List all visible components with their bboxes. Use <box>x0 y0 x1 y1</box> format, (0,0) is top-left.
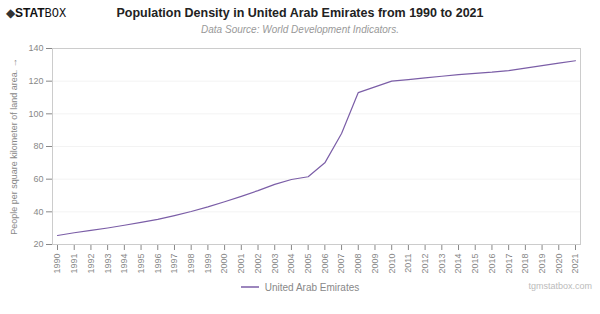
svg-text:2017: 2017 <box>504 254 514 274</box>
svg-text:2014: 2014 <box>453 254 463 274</box>
svg-text:2008: 2008 <box>353 254 363 274</box>
svg-text:120: 120 <box>28 76 43 86</box>
svg-text:2006: 2006 <box>320 254 330 274</box>
svg-text:2010: 2010 <box>387 254 397 274</box>
svg-text:2012: 2012 <box>420 254 430 274</box>
html-text:Data Source: World Development: Data Source: World Development Indicator… <box>201 24 399 35</box>
svg-text:2021: 2021 <box>570 254 580 274</box>
svg-text:1996: 1996 <box>153 254 163 274</box>
svg-text:2018: 2018 <box>520 254 530 274</box>
svg-text:100: 100 <box>28 109 43 119</box>
svg-text:1992: 1992 <box>86 254 96 274</box>
svg-text:2020: 2020 <box>554 254 564 274</box>
svg-text:2003: 2003 <box>270 254 280 274</box>
svg-text:2005: 2005 <box>303 254 313 274</box>
svg-text:1997: 1997 <box>169 254 179 274</box>
svg-text:40: 40 <box>33 207 43 217</box>
svg-text:People per square kilometer of: People per square kilometer of land area… <box>9 58 19 235</box>
svg-text:1990: 1990 <box>52 254 62 274</box>
html-text:Population Density in United A: Population Density in United Arab Emirat… <box>116 6 484 20</box>
svg-text:20: 20 <box>33 239 43 249</box>
svg-text:1998: 1998 <box>186 254 196 274</box>
svg-text:2004: 2004 <box>286 254 296 274</box>
svg-text:1995: 1995 <box>136 254 146 274</box>
svg-text:2007: 2007 <box>336 254 346 274</box>
svg-text:1994: 1994 <box>119 254 129 274</box>
svg-text:2001: 2001 <box>236 254 246 274</box>
html-text:tgmstatbox.com: tgmstatbox.com <box>528 281 592 291</box>
svg-text:2016: 2016 <box>487 254 497 274</box>
svg-text:2013: 2013 <box>437 254 447 274</box>
svg-text:140: 140 <box>28 43 43 53</box>
svg-text:2000: 2000 <box>219 254 229 274</box>
html-text:United Arab Emirates: United Arab Emirates <box>264 281 360 293</box>
svg-text:1991: 1991 <box>69 254 79 274</box>
svg-text:80: 80 <box>33 141 43 151</box>
svg-text:2019: 2019 <box>537 254 547 274</box>
svg-text:1993: 1993 <box>103 254 113 274</box>
html-text:◆ STAT BOX: ◆ STAT BOX <box>6 5 67 21</box>
svg-text:2009: 2009 <box>370 254 380 274</box>
svg-text:60: 60 <box>33 174 43 184</box>
svg-text:2011: 2011 <box>403 254 413 273</box>
svg-text:1999: 1999 <box>203 254 213 274</box>
svg-text:2002: 2002 <box>253 254 263 274</box>
svg-text:2015: 2015 <box>470 254 480 274</box>
